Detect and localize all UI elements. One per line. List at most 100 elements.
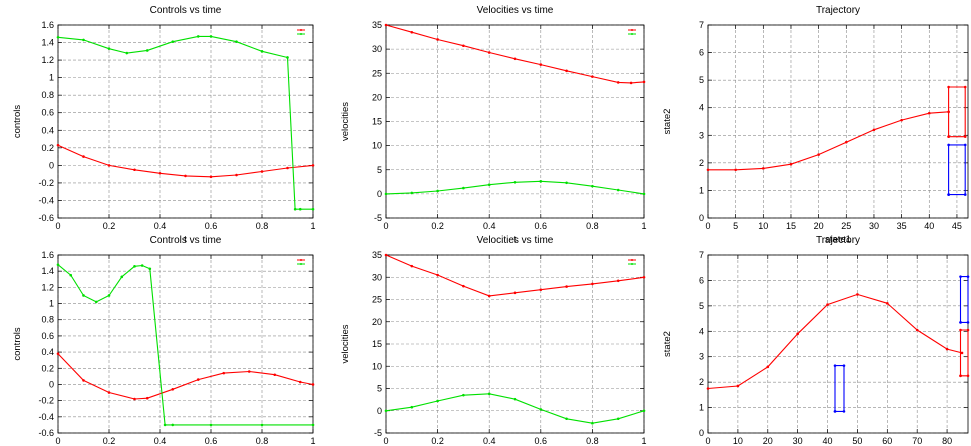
series-line-1 xyxy=(57,353,314,400)
data-point xyxy=(539,408,543,411)
data-point xyxy=(826,303,829,306)
data-point xyxy=(796,332,799,336)
data-point xyxy=(886,302,889,305)
x-tick-label: 0 xyxy=(55,436,60,446)
plot-frame xyxy=(385,254,645,434)
data-point xyxy=(966,328,970,332)
chart-title: Velocities vs time xyxy=(477,235,554,246)
data-point xyxy=(120,275,124,279)
y-tick-label: -0.6 xyxy=(38,213,54,223)
data-point xyxy=(171,40,175,43)
data-point xyxy=(487,51,491,54)
data-point xyxy=(410,30,414,34)
data-point xyxy=(591,184,594,188)
x-tick-label: 50 xyxy=(852,436,862,446)
data-point xyxy=(844,140,848,144)
y-tick-label: 1 xyxy=(699,185,704,195)
y-tick-label: 0 xyxy=(377,189,382,199)
data-point xyxy=(616,279,620,283)
x-tick-label: 0.4 xyxy=(483,221,496,231)
x-tick-label: 40 xyxy=(823,436,833,446)
x-tick-label: 0.4 xyxy=(154,436,167,446)
data-point xyxy=(260,423,264,427)
x-tick-label: 45 xyxy=(952,221,962,231)
data-point xyxy=(311,383,315,386)
data-point xyxy=(107,47,111,50)
x-tick-label: 30 xyxy=(793,436,803,446)
data-point xyxy=(82,379,85,382)
data-point xyxy=(107,294,111,297)
x-tick-label: 0 xyxy=(55,221,60,231)
y-tick-label: -5 xyxy=(374,428,382,438)
y-tick-label: -0.4 xyxy=(38,195,54,205)
data-point xyxy=(833,364,837,367)
x-tick-label: 70 xyxy=(912,436,922,446)
data-point xyxy=(222,371,226,375)
data-point xyxy=(436,38,439,41)
data-point xyxy=(945,347,949,351)
data-point xyxy=(947,193,950,196)
plot-frame xyxy=(707,24,969,219)
data-point xyxy=(384,253,388,257)
data-point xyxy=(94,300,98,304)
x-tick-label: 1 xyxy=(310,436,315,446)
y-tick-label: 0.4 xyxy=(41,347,54,357)
series-line-1 xyxy=(385,24,645,84)
data-point xyxy=(140,264,144,267)
y-tick-label: 5 xyxy=(699,301,704,311)
y-tick-label: 0.6 xyxy=(41,108,54,118)
data-point xyxy=(642,80,646,84)
y-tick-label: 0 xyxy=(699,428,704,438)
data-point xyxy=(293,207,297,211)
chart-title: Trajectory xyxy=(816,235,860,246)
series-line-1 xyxy=(57,144,314,178)
data-point xyxy=(842,364,846,367)
data-point xyxy=(384,23,388,27)
x-axis-label: state1 xyxy=(825,234,851,245)
plot-frame xyxy=(385,24,645,219)
data-point xyxy=(487,392,491,396)
x-tick-label: 0.6 xyxy=(535,436,548,446)
legend-marker xyxy=(631,259,633,261)
x-tick-label: 20 xyxy=(763,436,773,446)
y-axis-label: controls xyxy=(12,327,23,361)
y-tick-label: 5 xyxy=(377,165,382,175)
x-tick-label: 1 xyxy=(641,436,646,446)
data-point xyxy=(196,35,200,38)
data-point xyxy=(565,285,568,288)
x-tick-label: 0.6 xyxy=(535,221,548,231)
x-tick-label: 30 xyxy=(869,221,879,231)
data-point xyxy=(959,374,962,378)
x-tick-label: 40 xyxy=(924,221,934,231)
data-point xyxy=(69,273,73,277)
data-point xyxy=(539,63,543,66)
y-tick-label: 0.8 xyxy=(41,90,54,100)
data-point xyxy=(384,409,388,413)
x-tick-label: 5 xyxy=(733,221,738,231)
data-point xyxy=(56,35,60,39)
data-point xyxy=(966,321,970,324)
data-point xyxy=(959,275,962,278)
data-point xyxy=(56,352,60,356)
y-tick-label: 30 xyxy=(372,44,382,54)
x-tick-label: 60 xyxy=(882,436,892,446)
y-tick-label: 2 xyxy=(699,158,704,168)
data-point xyxy=(513,57,517,61)
data-point xyxy=(107,391,111,394)
y-tick-label: 25 xyxy=(372,295,382,305)
x-tick-label: 1 xyxy=(310,221,315,231)
data-point xyxy=(706,168,710,172)
legend-marker xyxy=(300,29,302,31)
data-point xyxy=(462,393,465,397)
data-point xyxy=(145,396,149,400)
y-tick-label: 4 xyxy=(699,103,704,113)
y-tick-label: 7 xyxy=(699,20,704,30)
chart-panel-4: 0 0.2 0.4 0.6 0.8 1 -0.6 -0.4 -0.2 0 0.2 0.4 0.6 0.8 1… xyxy=(12,235,316,446)
data-point xyxy=(539,180,543,183)
series-line-2 xyxy=(57,35,313,210)
y-tick-label: 15 xyxy=(372,339,382,349)
data-point xyxy=(900,118,903,122)
data-point xyxy=(959,321,962,324)
x-tick-label: 0.2 xyxy=(103,436,116,446)
